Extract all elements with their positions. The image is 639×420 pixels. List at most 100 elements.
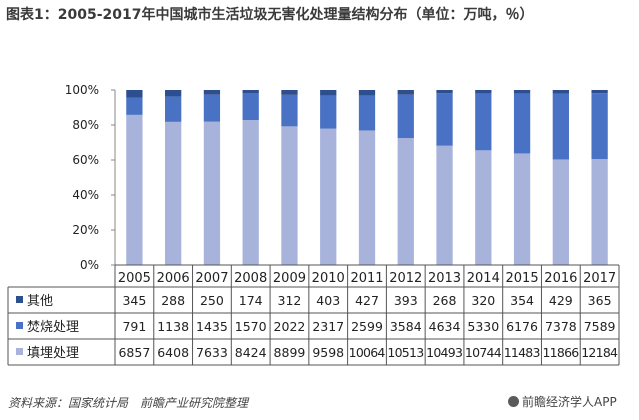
data-label: 9598	[312, 345, 344, 360]
bar-segment	[242, 120, 259, 265]
bar-segment	[203, 90, 221, 95]
bar-segment	[513, 153, 531, 265]
x-tick-label: 2014	[467, 271, 500, 286]
data-label: 6176	[506, 319, 538, 334]
data-label: 320	[471, 293, 495, 308]
bar-segment	[358, 90, 376, 96]
data-label: 250	[200, 293, 224, 308]
data-label: 3584	[390, 319, 422, 334]
data-label: 365	[588, 293, 612, 308]
x-tick-label: 2008	[234, 271, 267, 286]
y-tick-label: 0%	[80, 258, 99, 272]
data-label: 345	[122, 293, 146, 308]
data-label: 5330	[467, 319, 499, 334]
x-tick-label: 2006	[157, 271, 190, 286]
bar-segment	[436, 145, 453, 265]
data-label: 403	[316, 293, 340, 308]
bar-segment	[165, 121, 182, 265]
data-label: 7589	[584, 319, 616, 334]
bar-segment	[242, 90, 259, 93]
bar-segment	[126, 97, 143, 115]
data-label: 8424	[235, 345, 267, 360]
bar-segment	[475, 150, 492, 265]
bar-segment	[165, 90, 182, 97]
bar-segment	[591, 90, 608, 94]
bar-segment	[475, 90, 492, 94]
legend-label: 焚烧处理	[27, 320, 79, 335]
data-label: 7633	[196, 345, 228, 360]
data-label: 6857	[118, 345, 150, 360]
data-label: 1435	[196, 319, 228, 334]
y-tick-label: 20%	[72, 223, 99, 237]
data-label: 393	[394, 293, 418, 308]
data-label: 1138	[157, 319, 189, 334]
brand-label: 前瞻经济学人APP	[522, 395, 617, 409]
x-tick-label: 2016	[544, 271, 577, 286]
bar-segment	[320, 90, 337, 96]
bar-segment	[591, 93, 608, 160]
bar-segment	[397, 138, 414, 265]
bar-segment	[552, 159, 569, 265]
data-label: 10493	[426, 345, 463, 360]
chart-title: 图表1：2005-2017年中国城市生活垃圾无害化处理量结构分布（单位：万吨，％…	[6, 7, 534, 23]
bar-segment	[436, 93, 453, 146]
bar-segment	[126, 114, 143, 265]
bar-segment	[591, 159, 608, 265]
y-tick-label: 100%	[65, 83, 99, 97]
x-tick-label: 2007	[195, 271, 228, 286]
bar-segment	[203, 94, 221, 122]
bar-segment	[203, 121, 221, 265]
source-note: 资料来源：国家统计局 前瞻产业研究院整理	[8, 396, 249, 410]
data-label: 11866	[542, 345, 579, 360]
data-label: 427	[355, 293, 379, 308]
data-label: 791	[122, 319, 146, 334]
x-tick-label: 2011	[350, 271, 383, 286]
bar-segment	[397, 94, 414, 139]
data-label: 2022	[274, 319, 306, 334]
data-label: 2317	[312, 319, 344, 334]
data-label: 10064	[349, 345, 386, 360]
bar-segment	[126, 90, 143, 98]
data-label: 312	[278, 293, 302, 308]
legend-label: 填埋处理	[27, 346, 79, 361]
x-tick-label: 2009	[273, 271, 306, 286]
bar-segment	[552, 93, 569, 160]
bar-segment	[281, 126, 298, 266]
data-label: 288	[161, 293, 185, 308]
x-tick-label: 2012	[389, 271, 422, 286]
x-tick-label: 2017	[583, 271, 616, 286]
data-label: 2599	[351, 319, 383, 334]
bar-segment	[552, 90, 569, 94]
x-tick-label: 2015	[506, 271, 539, 286]
data-label: 7378	[545, 319, 577, 334]
data-label: 174	[239, 293, 263, 308]
bar-segment	[165, 96, 182, 122]
data-label: 429	[549, 293, 573, 308]
y-tick-label: 40%	[72, 188, 99, 202]
data-label: 12184	[581, 345, 618, 360]
data-label: 354	[510, 293, 534, 308]
legend-swatch	[16, 348, 23, 355]
bar-segment	[358, 95, 376, 131]
bar-segment	[281, 90, 298, 95]
x-tick-label: 2005	[118, 271, 151, 286]
x-tick-label: 2010	[312, 271, 345, 286]
bar-segment	[242, 92, 259, 121]
x-tick-label: 2013	[428, 271, 461, 286]
bar-segment	[436, 90, 453, 94]
bar-segment	[358, 130, 376, 265]
brand-logo-icon	[508, 396, 519, 407]
data-label: 8899	[274, 345, 306, 360]
bar-segment	[513, 93, 531, 154]
bar-segment	[320, 95, 337, 129]
data-label: 10513	[387, 345, 424, 360]
legend-label: 其他	[27, 294, 53, 309]
data-label: 1570	[235, 319, 267, 334]
bar-segment	[281, 94, 298, 127]
data-label: 10744	[465, 345, 502, 360]
bar-segment	[397, 90, 414, 95]
data-label: 11483	[504, 345, 541, 360]
legend-swatch	[16, 322, 23, 329]
data-label: 6408	[157, 345, 189, 360]
